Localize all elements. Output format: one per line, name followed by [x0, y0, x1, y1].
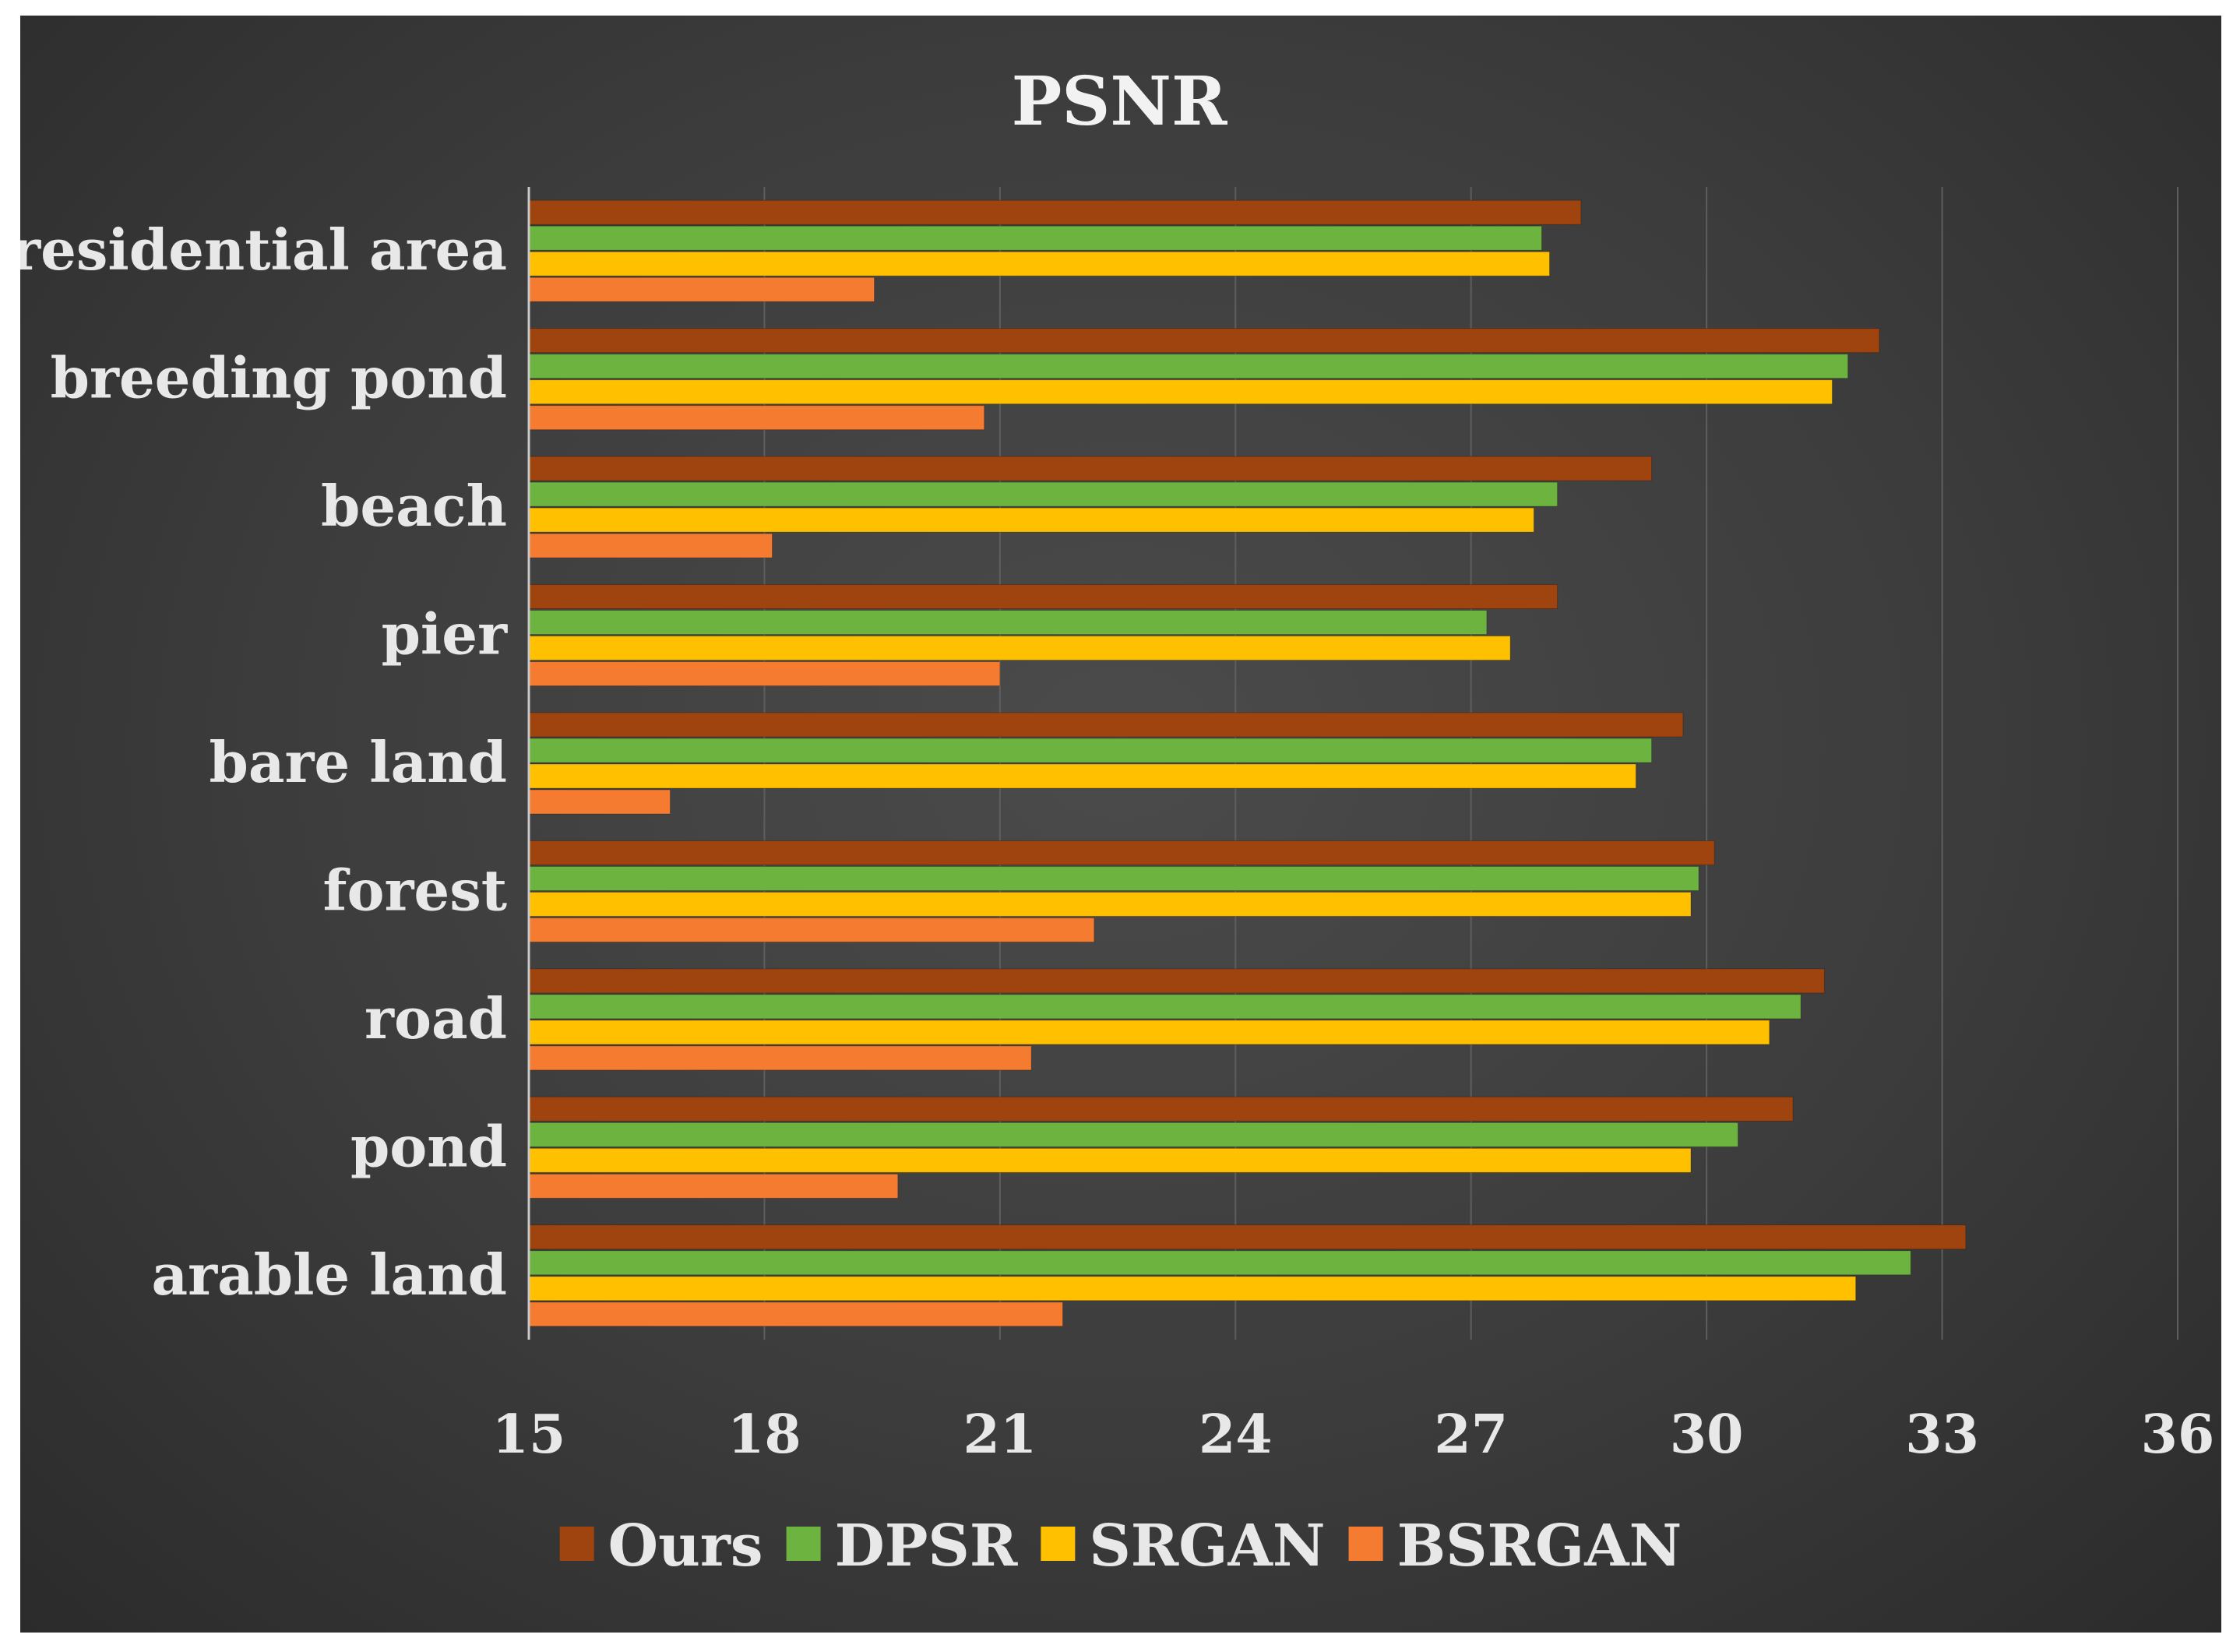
- bar-dpsr-bare-land: [529, 738, 1653, 763]
- category-label: road: [365, 985, 507, 1051]
- bar-bsrgan-arable-land: [529, 1302, 1064, 1327]
- bar-bsrgan-pond: [529, 1173, 899, 1199]
- bar-srgan-forest: [529, 891, 1692, 917]
- bar-dpsr-arable-land: [529, 1250, 1911, 1276]
- x-tick-label: 33: [1905, 1404, 1979, 1466]
- category-label: pond: [350, 1113, 507, 1179]
- category-label: breeding pond: [51, 345, 507, 411]
- legend-label-bsrgan: BSRGAN: [1397, 1513, 1682, 1580]
- bar-srgan-residential-area: [529, 251, 1551, 277]
- chart-title: PSNR: [1012, 62, 1227, 141]
- legend-label-dpsr: DPSR: [835, 1513, 1018, 1580]
- category-label: beach: [321, 473, 507, 539]
- bar-srgan-road: [529, 1020, 1770, 1045]
- bar-srgan-bare-land: [529, 763, 1636, 789]
- legend-swatch-ours: [559, 1527, 594, 1561]
- bar-bsrgan-residential-area: [529, 277, 875, 302]
- category-label: residential area: [20, 217, 507, 283]
- x-tick-label: 18: [727, 1404, 801, 1466]
- bar-ours-breeding-pond: [529, 328, 1880, 354]
- bar-srgan-beach: [529, 507, 1534, 533]
- bar-bsrgan-bare-land: [529, 789, 671, 815]
- chart-container: PSNR residential area breeding pond beach p…: [20, 16, 2221, 1633]
- bar-ours-beach: [529, 456, 1653, 481]
- bar-ours-road: [529, 968, 1825, 994]
- bar-dpsr-forest: [529, 865, 1699, 891]
- bar-ours-pond: [529, 1096, 1794, 1122]
- bar-bsrgan-breeding-pond: [529, 405, 985, 431]
- bar-srgan-arable-land: [529, 1276, 1857, 1302]
- category-label: arable land: [151, 1242, 507, 1308]
- bar-dpsr-residential-area: [529, 225, 1542, 251]
- x-tick-label: 36: [2141, 1404, 2215, 1466]
- bar-srgan-breeding-pond: [529, 379, 1833, 405]
- psnr-bar-chart: PSNR residential area breeding pond beach p…: [20, 62, 2215, 1580]
- category-label: pier: [382, 601, 509, 667]
- bar-bsrgan-forest: [529, 917, 1095, 942]
- bar-ours-forest: [529, 840, 1715, 865]
- bars: [529, 199, 1967, 1327]
- category-labels: residential area breeding pond beach pier ba…: [20, 217, 508, 1308]
- bar-ours-pier: [529, 584, 1558, 610]
- category-label: forest: [322, 857, 507, 923]
- bar-dpsr-pond: [529, 1122, 1738, 1147]
- bar-dpsr-pier: [529, 610, 1488, 636]
- bar-dpsr-breeding-pond: [529, 354, 1849, 379]
- x-tick-label: 15: [492, 1404, 566, 1466]
- category-label: bare land: [210, 729, 508, 795]
- bar-srgan-pond: [529, 1147, 1692, 1173]
- bar-ours-arable-land: [529, 1224, 1967, 1250]
- bar-dpsr-beach: [529, 481, 1558, 507]
- x-tick-labels: 15 18 21 24 27 30 33 36: [492, 1404, 2215, 1466]
- bar-bsrgan-beach: [529, 533, 773, 558]
- x-tick-label: 21: [963, 1404, 1037, 1466]
- bar-srgan-pier: [529, 636, 1511, 661]
- x-tick-label: 30: [1670, 1404, 1744, 1466]
- legend: Ours DPSR SRGAN BSRGAN: [559, 1513, 1682, 1580]
- bar-dpsr-road: [529, 994, 1802, 1020]
- legend-swatch-bsrgan: [1348, 1527, 1383, 1561]
- legend-swatch-dpsr: [786, 1527, 821, 1561]
- legend-swatch-srgan: [1041, 1527, 1076, 1561]
- bar-bsrgan-road: [529, 1045, 1032, 1071]
- bar-bsrgan-pier: [529, 661, 1001, 687]
- legend-label-srgan: SRGAN: [1089, 1513, 1325, 1580]
- x-tick-label: 27: [1434, 1404, 1508, 1466]
- bar-ours-residential-area: [529, 199, 1582, 225]
- bar-ours-bare-land: [529, 712, 1684, 738]
- legend-label-ours: Ours: [608, 1513, 763, 1580]
- gridlines: [763, 187, 2178, 1340]
- x-tick-label: 24: [1199, 1404, 1273, 1466]
